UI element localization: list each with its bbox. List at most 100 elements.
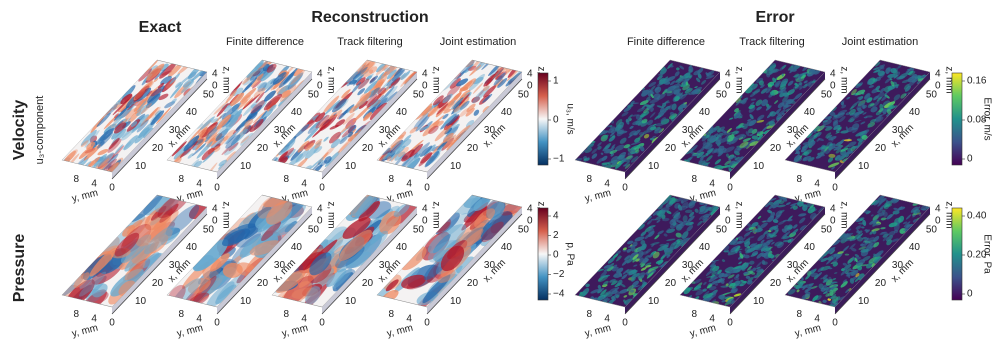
x-tick-label: 30 <box>274 260 286 271</box>
field-blob <box>912 219 917 223</box>
field-blob <box>650 126 657 131</box>
field-blob <box>668 64 674 68</box>
field-blob <box>604 142 612 150</box>
field-blob <box>890 238 899 243</box>
x-tick-label: 10 <box>858 161 870 172</box>
field-blob <box>745 131 750 137</box>
field-blob <box>647 119 654 126</box>
field-blob <box>735 246 741 252</box>
field-blob <box>767 253 775 259</box>
x-axis-line <box>624 78 721 180</box>
slab-side <box>427 72 522 179</box>
field-blob <box>844 268 851 274</box>
field-blob <box>834 272 838 274</box>
field-blob <box>236 99 248 110</box>
field-blob <box>494 78 504 87</box>
field-blob <box>458 93 471 106</box>
y-tick-label: 4 <box>604 313 610 324</box>
y-tick-label: 4 <box>814 178 820 189</box>
field-blob <box>610 280 618 286</box>
field-blob <box>841 100 845 104</box>
z-axis-label: z, mm <box>430 201 441 228</box>
z-tick-label: 4 <box>527 204 533 215</box>
field-blob <box>472 85 490 104</box>
field-blob <box>419 125 430 131</box>
field-blob <box>277 84 290 96</box>
field-blob <box>402 73 414 84</box>
field-blob <box>751 222 759 228</box>
field-blob <box>205 132 218 144</box>
field-blob <box>483 73 496 87</box>
field-blob <box>591 153 598 159</box>
y-tick-label: 4 <box>196 178 202 189</box>
field-blob <box>869 119 877 123</box>
z-tick-label: 0 <box>935 81 941 92</box>
field-blob <box>798 82 803 86</box>
slab-top <box>271 194 418 308</box>
field-blob <box>215 121 230 139</box>
field-blob <box>113 105 130 121</box>
field-blob <box>349 251 372 268</box>
field-blob <box>810 285 818 290</box>
field-blob <box>766 239 774 243</box>
field-blob <box>718 294 725 300</box>
field-blob <box>797 280 803 285</box>
field-blob <box>739 134 747 140</box>
field-blob <box>748 226 754 230</box>
field-blob <box>656 75 663 81</box>
field-blob <box>782 95 789 102</box>
field-blob <box>908 71 916 76</box>
field-blob <box>587 143 595 147</box>
field-blob <box>134 85 150 100</box>
field-blob <box>714 158 722 165</box>
field-blob <box>253 110 268 128</box>
field-blob <box>647 89 654 92</box>
field-blob <box>870 214 874 217</box>
field-blob <box>765 88 771 94</box>
field-blob <box>829 111 836 117</box>
slab-outline <box>679 59 826 173</box>
field-blob <box>852 256 856 262</box>
field-blob <box>127 103 135 111</box>
row-label: Pressure <box>11 234 28 303</box>
field-blob <box>146 63 165 81</box>
field-blob <box>309 252 332 276</box>
field-blob <box>136 100 147 113</box>
field-blob <box>244 83 253 91</box>
field-blob <box>382 85 398 102</box>
field-blob <box>440 245 465 272</box>
field-blob <box>505 72 522 87</box>
field-blob <box>830 138 834 142</box>
field-blob <box>859 218 863 221</box>
field-blob <box>199 116 215 131</box>
field-blob <box>703 281 707 286</box>
field-blob <box>290 69 306 85</box>
field-blob <box>240 132 254 146</box>
z-tick-label: 4 <box>830 204 836 215</box>
field-blob <box>473 196 491 212</box>
field-blob <box>644 226 652 233</box>
field-blob <box>225 89 238 104</box>
field-blob <box>725 296 734 302</box>
field-blob <box>249 118 264 132</box>
field-blob <box>756 131 761 134</box>
field-blob <box>830 294 837 299</box>
field-blob <box>801 143 811 149</box>
slab-side <box>217 72 312 179</box>
field-blob <box>801 148 807 153</box>
field-blob <box>112 98 130 116</box>
field-blob <box>838 139 845 146</box>
field-blob <box>107 139 122 153</box>
y-tick-label: 8 <box>179 309 185 320</box>
field-blob <box>73 272 90 288</box>
field-blob <box>736 280 743 285</box>
field-blob <box>629 125 634 130</box>
field-blob <box>810 268 817 275</box>
colorbar-tick-label: 0 <box>553 250 559 261</box>
field-blob <box>101 153 119 172</box>
field-blob <box>854 111 861 118</box>
field-blob <box>432 95 444 106</box>
field-blob <box>482 106 490 113</box>
field-blob <box>810 272 819 278</box>
